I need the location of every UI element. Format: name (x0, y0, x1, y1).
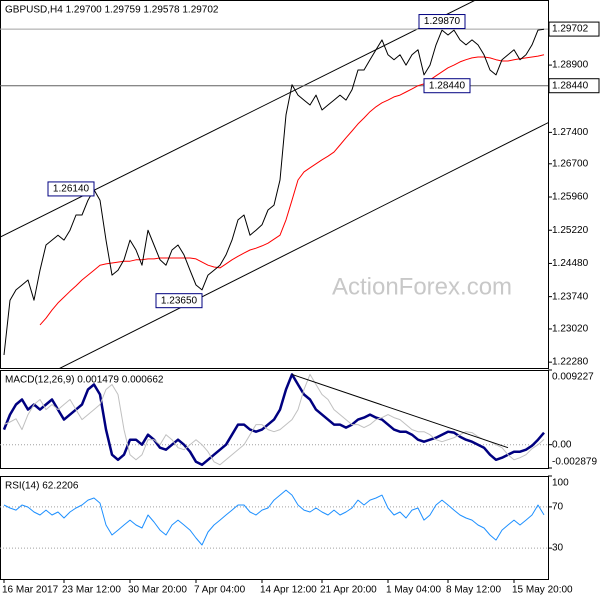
series-line (2, 373, 545, 467)
y-tick-label: 70 (552, 502, 564, 513)
x-tick-label: 30 Mar 20:00 (128, 585, 187, 596)
annotation-box (155, 293, 203, 309)
plot-area (0, 0, 548, 368)
x-tick-label: 15 May 20:00 (512, 585, 573, 596)
y-tick-label: 0.009227 (552, 372, 594, 383)
panel-title: MACD(12,26,9) 0.001479 0.000662 (5, 375, 164, 386)
annotation-box (47, 181, 95, 197)
channel-line (59, 122, 548, 368)
y-tick-label: 1.23740 (552, 291, 589, 302)
plot-area (3, 489, 545, 546)
price-label: 1.28440 (552, 80, 589, 91)
price-label-box (548, 78, 600, 94)
series-line (3, 489, 545, 546)
panel-frame (0, 476, 549, 580)
y-tick-label: 1.24480 (552, 258, 589, 269)
series-line (3, 373, 545, 466)
y-tick-label: -0.002879 (552, 457, 597, 468)
annotation-label: 1.29870 (424, 16, 461, 27)
price-label: 1.29702 (552, 24, 589, 35)
watermark: ActionForex.com (332, 273, 512, 300)
y-tick-label: 100 (552, 478, 569, 489)
trend-line (291, 373, 509, 449)
x-tick-label: 14 Apr 12:00 (260, 585, 317, 596)
panel-title: RSI(14) 62.2206 (5, 481, 79, 492)
panel-frame (0, 0, 549, 369)
y-tick-label: 0.00 (552, 439, 572, 450)
price-label-box (548, 21, 600, 37)
y-tick-label: 1.25960 (552, 192, 589, 203)
y-tick-label: 30 (552, 543, 564, 554)
panel-frame (0, 370, 549, 469)
y-tick-label: 1.25220 (552, 225, 589, 236)
annotation-label: 1.23650 (161, 295, 198, 306)
annotation-box (423, 78, 471, 94)
x-tick-label: 8 May 12:00 (446, 585, 501, 596)
panel-title: GBPUSD,H4 1.29700 1.29759 1.29578 1.2970… (5, 5, 219, 16)
annotation-box (418, 14, 466, 30)
x-tick-label: 1 May 04:00 (386, 585, 441, 596)
y-tick-label: 1.28900 (552, 60, 589, 71)
channel-line (0, 0, 477, 238)
y-tick-label: 1.26700 (552, 158, 589, 169)
x-tick-label: 7 Apr 04:00 (194, 585, 246, 596)
annotation-label: 1.26140 (53, 184, 90, 195)
series-line (39, 54, 545, 326)
plot-area (2, 373, 545, 467)
annotation-label: 1.28440 (429, 80, 466, 91)
x-tick-label: 16 Mar 2017 (2, 585, 59, 596)
y-tick-label: 1.23020 (552, 324, 589, 335)
y-tick-label: 1.22280 (552, 357, 589, 368)
x-tick-label: 21 Apr 20:00 (320, 585, 377, 596)
y-tick-label: 1.27400 (552, 127, 589, 138)
x-tick-label: 23 Mar 12:00 (62, 585, 121, 596)
